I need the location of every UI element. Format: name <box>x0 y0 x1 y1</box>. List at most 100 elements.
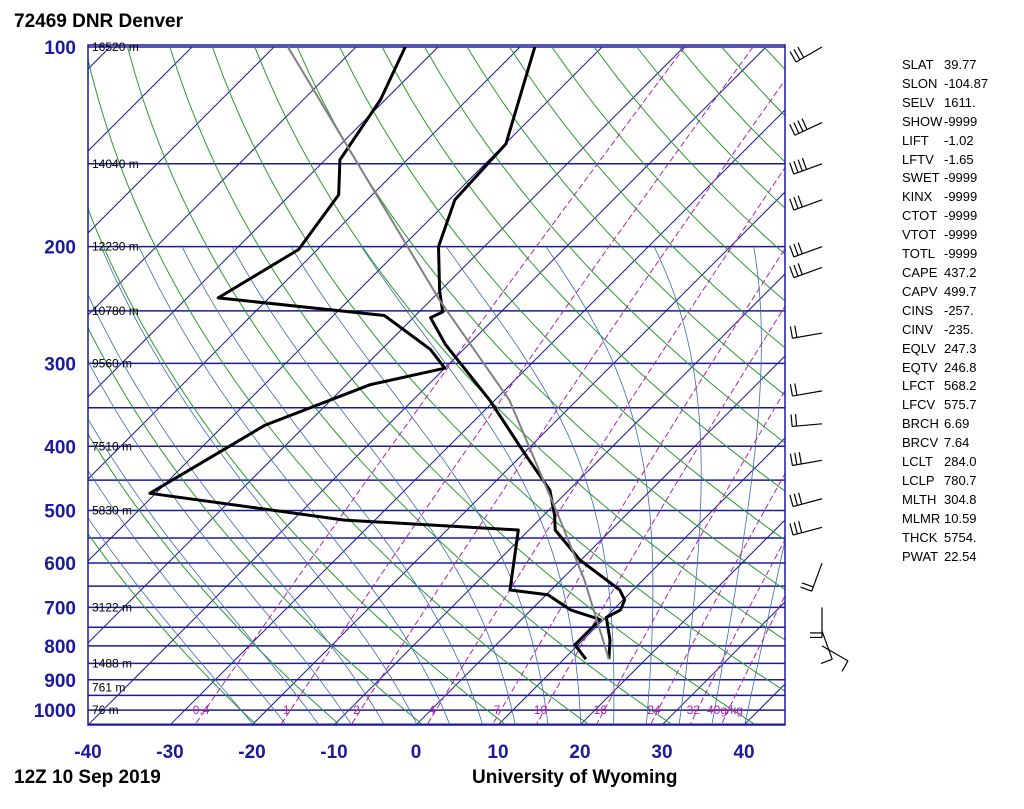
moist-adiabat-line <box>100 246 418 725</box>
isotherm-line <box>88 46 603 562</box>
stat-value: -9999 <box>944 113 978 129</box>
stat-row: CAPV 499.7 <box>902 283 988 302</box>
height-label: 10780 m <box>92 304 139 318</box>
isotherm-line <box>416 355 785 725</box>
stat-key: MLMR <box>902 510 941 526</box>
wind-barb-flag <box>801 582 814 588</box>
wind-barb-staff <box>821 630 833 660</box>
mixing-ratio-label: 1 <box>283 703 290 717</box>
stat-row: EQLV 247.3 <box>902 340 988 359</box>
mixing-ratio-label: 24 <box>647 703 661 717</box>
wind-barb <box>789 242 823 258</box>
stat-key: CINS <box>902 302 934 318</box>
wind-barb-staff <box>793 163 823 175</box>
height-label: 14040 m <box>92 157 139 171</box>
wind-barb-flag <box>794 383 798 396</box>
mixing-ratio-line <box>596 389 785 725</box>
stat-row: LFCT 568.2 <box>902 377 988 396</box>
stat-value: -9999 <box>944 170 978 186</box>
isotherm-line <box>498 437 785 725</box>
stat-key: SHOW <box>902 113 943 129</box>
mixing-ratio-label: 4 <box>429 703 436 717</box>
stat-row: TOTL -9999 <box>902 245 988 264</box>
isotherm-line <box>170 109 785 725</box>
stat-value: 22.54 <box>944 548 977 564</box>
wind-barb-flag <box>794 325 798 338</box>
isotherm-line <box>88 46 357 316</box>
wind-barb-flag <box>820 658 833 664</box>
wind-barb <box>789 263 823 279</box>
pressure-tick-label: 100 <box>44 38 76 59</box>
dry-adiabat-line <box>381 46 785 492</box>
source-label: University of Wyoming <box>472 767 678 788</box>
stat-row: LFTV -1.65 <box>902 151 988 170</box>
mixing-ratio-line <box>194 46 686 725</box>
wind-barb-flag <box>793 49 801 61</box>
mixing-ratio-line <box>426 166 785 725</box>
stat-row: LCLT 284.0 <box>902 453 988 472</box>
isotherm-line <box>662 601 785 725</box>
stat-row: VTOT -9999 <box>902 226 988 245</box>
mixing-ratio-line <box>536 305 785 725</box>
height-label: 5830 m <box>92 504 132 518</box>
stat-row: CINS -257. <box>902 302 988 321</box>
stat-value: 499.7 <box>944 283 977 299</box>
wind-barb-staff <box>792 459 823 467</box>
stat-key: CAPV <box>902 283 938 299</box>
wind-barb <box>800 562 823 592</box>
pressure-tick-label: 500 <box>44 502 76 523</box>
stat-row: EQTV 246.8 <box>902 359 988 378</box>
pressure-tick-label: 600 <box>44 554 76 575</box>
isotherm-line <box>0 47 28 724</box>
wind-barb-flag <box>841 660 849 672</box>
stat-key: CINV <box>902 321 934 337</box>
wind-barb-staff <box>821 645 849 662</box>
stat-row: SLAT 39.77 <box>902 56 988 75</box>
wind-barb-flag <box>789 453 794 466</box>
stat-row: MLMR 10.59 <box>902 510 988 529</box>
stat-row: PWAT 22.54 <box>902 548 988 567</box>
moist-adiabat-line <box>744 538 785 725</box>
stat-value: 246.8 <box>944 359 977 375</box>
pressure-tick-label: 400 <box>44 437 76 458</box>
wind-barb <box>789 157 823 175</box>
dry-adiabat-line <box>169 46 755 725</box>
wind-barb-flag <box>790 414 793 427</box>
wind-barb-flag <box>797 242 803 255</box>
stat-row: KINX -9999 <box>902 188 988 207</box>
stat-key: SLAT <box>902 57 934 72</box>
wind-barb-flag <box>789 245 795 258</box>
wind-barb-flag <box>793 161 799 173</box>
wind-barb-flag <box>801 118 808 130</box>
stat-value: -104.87 <box>944 75 989 91</box>
temperature-tick-label: 30 <box>651 742 672 763</box>
moist-adiabat-line <box>361 246 582 725</box>
wind-barb-flag <box>793 493 798 506</box>
wind-barb <box>789 118 823 136</box>
moist-adiabat-line <box>88 517 254 725</box>
wind-barb <box>810 607 823 639</box>
pressure-tick-label: 200 <box>44 238 76 259</box>
stat-row: SLON -104.87 <box>902 75 988 94</box>
wind-barb-flag <box>794 414 798 427</box>
stat-value: 284.0 <box>944 454 977 470</box>
pressure-tick-label: 900 <box>44 671 76 692</box>
moist-adiabat-line <box>290 246 549 725</box>
dry-adiabat-line <box>509 46 785 349</box>
isotherm-line <box>88 46 685 644</box>
dry-adiabat-line <box>127 46 672 725</box>
stat-value: 7.64 <box>944 435 970 451</box>
stat-value: 247.3 <box>944 340 977 356</box>
stat-key: BRCV <box>902 435 939 451</box>
mixing-ratio-line <box>689 538 785 725</box>
stat-value: -9999 <box>944 189 978 205</box>
stat-value: -257. <box>944 302 974 318</box>
wind-barb <box>789 492 823 508</box>
stat-key: VTOT <box>902 227 937 243</box>
plot-area <box>0 46 785 725</box>
stat-row: SELV 1611. <box>902 94 988 113</box>
wind-barb-flag <box>801 157 808 170</box>
wind-barb-flag <box>789 198 795 211</box>
dry-adiabat-line <box>296 46 785 591</box>
